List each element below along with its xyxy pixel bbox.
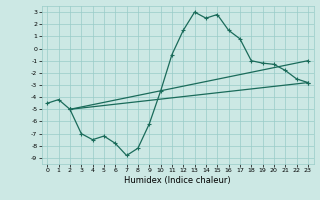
X-axis label: Humidex (Indice chaleur): Humidex (Indice chaleur) [124,176,231,185]
